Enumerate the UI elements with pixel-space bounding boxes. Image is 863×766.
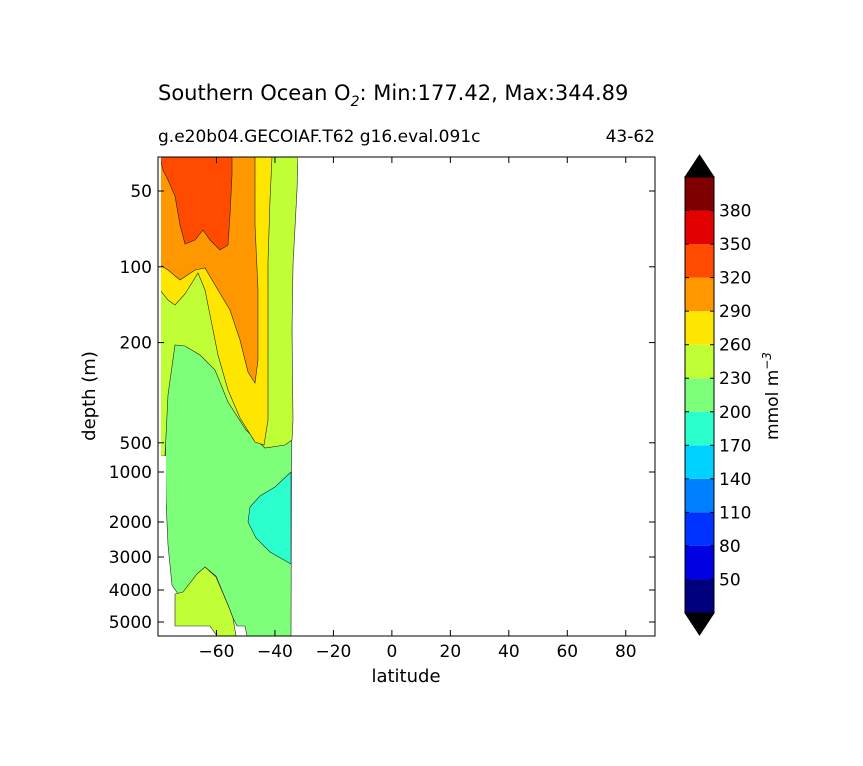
- plot-area: −60 −40 −20 0 20 40 60 80 50 100 200 500 1000 2000 30…: [109, 156, 656, 662]
- colorbar-tick-label: 80: [719, 537, 741, 557]
- plot-frame: [157, 156, 656, 637]
- x-tick-label: −40: [257, 642, 293, 662]
- colorbar-tick-label: 260: [719, 336, 751, 356]
- subtitle-left: g.e20b04.GECOIAF.T62 g16.eval.091c: [158, 127, 480, 147]
- colorbar-segment: [685, 579, 714, 613]
- colorbar-tick-label: 170: [719, 436, 751, 456]
- chart-title: Southern Ocean O2: Min:177.42, Max:344.8…: [158, 81, 628, 110]
- colorbar-segment: [685, 545, 714, 580]
- colorbar-segment: [685, 411, 714, 446]
- x-tick-label: −20: [315, 642, 351, 662]
- x-axis-label: latitude: [371, 666, 440, 687]
- x-axis-ticks: −60 −40 −20 0 20 40 60 80: [199, 157, 637, 662]
- y-tick-label: 100: [120, 258, 152, 278]
- colorbar-segment: [685, 311, 714, 345]
- x-tick-label: −60: [199, 642, 235, 662]
- colorbar: 50 80 110 140 170 200 230 260 290 320 350 380: [684, 154, 751, 636]
- colorbar-segment: [685, 445, 714, 479]
- subtitle-right: 43-62: [606, 127, 655, 147]
- colorbar-tick-label: 320: [719, 269, 751, 289]
- y-axis-label: depth (m): [79, 351, 100, 441]
- colorbar-tick-label: 200: [719, 403, 751, 423]
- colorbar-tick-label: 290: [719, 302, 751, 322]
- colorbar-extend-min: [684, 612, 715, 636]
- contour-region-230-260-deep: [174, 566, 237, 636]
- y-tick-label: 5000: [109, 613, 152, 633]
- colorbar-segment: [685, 177, 714, 211]
- contour-region-170-200: [247, 471, 292, 565]
- colorbar-tick-label: 350: [719, 235, 751, 255]
- x-tick-label: 60: [556, 642, 578, 662]
- colorbar-tick-label: 140: [719, 470, 751, 490]
- y-tick-label: 500: [120, 434, 152, 454]
- y-tick-label: 200: [120, 334, 152, 354]
- colorbar-segment: [685, 210, 714, 245]
- colorbar-segment: [685, 512, 714, 546]
- colorbar-frame: [684, 176, 715, 614]
- x-tick-label: 80: [615, 642, 637, 662]
- y-tick-label: 2000: [109, 513, 152, 533]
- colorbar-tick-label: 380: [719, 202, 751, 222]
- colorbar-tick-label: 50: [719, 570, 741, 590]
- y-tick-label: 50: [130, 182, 152, 202]
- colorbar-segment: [685, 277, 714, 312]
- colorbar-segment: [685, 378, 714, 412]
- colorbar-segment: [685, 244, 714, 278]
- y-tick-label: 1000: [109, 463, 152, 483]
- y-axis-ticks: 50 100 200 500 1000 2000 3000 4000 5000: [109, 182, 655, 633]
- colorbar-segment: [685, 344, 714, 379]
- colorbar-tick-label: 230: [719, 369, 751, 389]
- x-tick-label: 40: [498, 642, 520, 662]
- contour-region-320-350: [159, 157, 233, 251]
- y-tick-label: 3000: [109, 548, 152, 568]
- y-tick-label: 4000: [109, 581, 152, 601]
- colorbar-extend-max: [684, 154, 715, 178]
- x-tick-label: 20: [440, 642, 462, 662]
- x-tick-label: 0: [386, 642, 397, 662]
- colorbar-tick-label: 110: [719, 503, 751, 523]
- colorbar-segment: [685, 478, 714, 513]
- colorbar-label: mmol m−3: [760, 352, 783, 440]
